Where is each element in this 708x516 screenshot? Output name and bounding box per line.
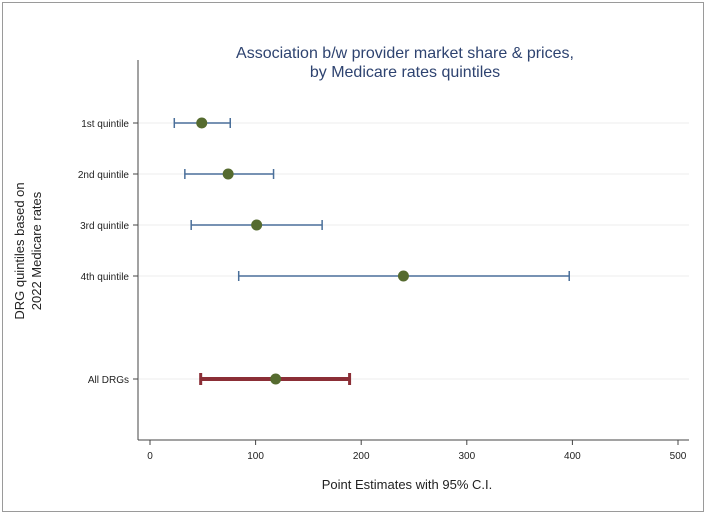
category-label-1: 1st quintile <box>81 119 129 130</box>
category-label-2: 2nd quintile <box>78 170 130 181</box>
point-estimate-2 <box>222 168 234 180</box>
x-tick-label-200: 200 <box>353 451 370 462</box>
x-tick-layer: 0 100 200 300 400 500 <box>133 122 687 462</box>
category-label-5: All DRGs <box>88 375 129 386</box>
category-label-layer: 1st quintile 2nd quintile 3rd quintile 4th … <box>78 119 130 386</box>
chart-title-line-2: by Medicare rates quintiles <box>310 64 500 81</box>
point-estimate-1 <box>196 117 208 129</box>
x-axis-label: Point Estimates with 95% C.I. <box>322 477 493 492</box>
chart-title-line-1: Association b/w provider market share & … <box>236 45 574 62</box>
point-estimate-4 <box>397 270 409 282</box>
category-label-4: 4th quintile <box>81 272 130 283</box>
grid-layer <box>139 122 689 380</box>
category-label-3: 3rd quintile <box>80 221 129 232</box>
x-tick-label-400: 400 <box>564 451 581 462</box>
y-axis-label-line-2: 2022 Medicare rates <box>29 191 44 310</box>
x-tick-label-100: 100 <box>247 451 264 462</box>
y-axis-label-line-1: DRG quintiles based on <box>12 182 27 319</box>
point-estimate-3 <box>251 219 263 231</box>
coefficient-plot: 0 100 200 300 400 500 1st quintile 2nd quintil… <box>12 45 689 492</box>
x-tick-label-0: 0 <box>147 451 153 462</box>
axis-layer <box>137 60 689 441</box>
x-tick-label-300: 300 <box>458 451 475 462</box>
point-estimate-5 <box>270 373 282 385</box>
marks-layer <box>173 117 570 385</box>
chart-frame: 0 100 200 300 400 500 1st quintile 2nd quintil… <box>2 2 704 512</box>
x-tick-label-500: 500 <box>670 451 687 462</box>
